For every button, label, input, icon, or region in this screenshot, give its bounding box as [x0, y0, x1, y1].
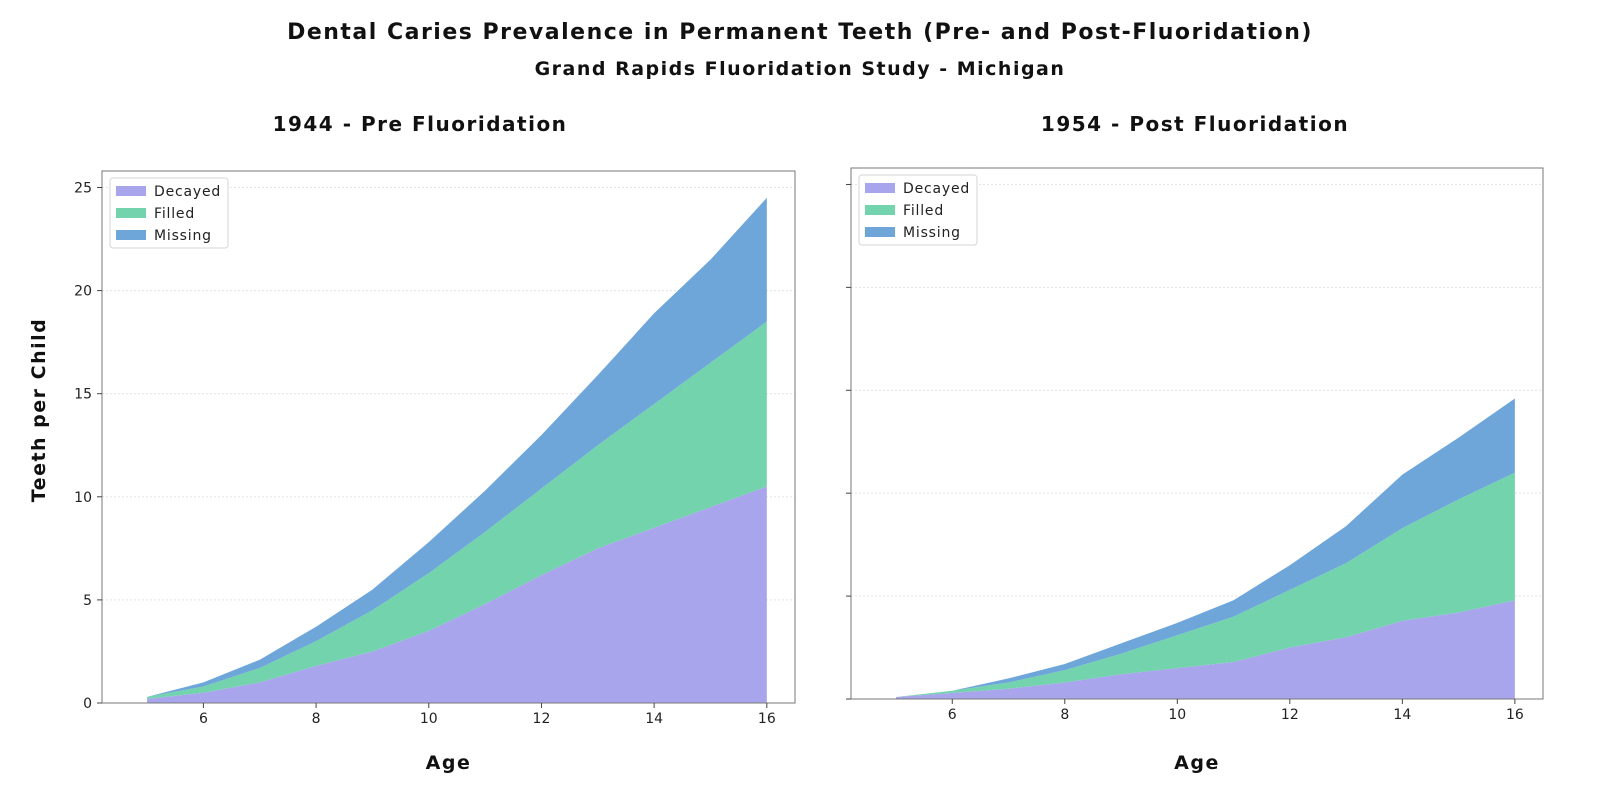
y-tick-label: 15	[74, 387, 92, 403]
y-tick-label: 5	[83, 593, 92, 609]
legend-swatch-filled	[116, 208, 146, 218]
y-tick-label: 25	[74, 180, 92, 196]
panel-title-post: 1954 - Post Fluoridation	[1040, 112, 1350, 136]
legend-swatch-decayed	[865, 183, 895, 193]
area-decayed	[896, 600, 1515, 699]
legend-label-filled: Filled	[903, 203, 944, 219]
legend-label-decayed: Decayed	[903, 181, 970, 197]
x-tick-label: 6	[199, 711, 208, 727]
x-tick-label: 12	[1281, 707, 1299, 723]
x-axis-label: Age	[426, 752, 472, 774]
legend-swatch-missing	[865, 227, 895, 237]
x-tick-label: 14	[1393, 707, 1411, 723]
x-tick-label: 12	[533, 711, 551, 727]
legend-label-filled: Filled	[154, 206, 195, 222]
x-tick-label: 16	[758, 711, 776, 727]
area-decayed	[147, 486, 767, 703]
x-tick-label: 14	[645, 711, 663, 727]
chart-title: Dental Caries Prevalence in Permanent Te…	[287, 20, 1313, 45]
legend-swatch-decayed	[116, 186, 146, 196]
x-tick-label: 8	[1060, 707, 1069, 723]
legend-label-decayed: Decayed	[154, 184, 221, 200]
panel-post-fluoridation: 6 8 10 12 14 16 Age Decayed Filled Missing	[846, 167, 1544, 774]
plot-frame	[850, 167, 1544, 700]
legend-swatch-missing	[116, 230, 146, 240]
chart-subtitle: Grand Rapids Fluoridation Study - Michig…	[534, 58, 1066, 80]
panel-title-pre: 1944 - Pre Fluoridation	[272, 112, 568, 136]
x-axis-label: Age	[1174, 752, 1220, 774]
legend-label-missing: Missing	[903, 225, 961, 241]
x-tick-label: 8	[312, 711, 321, 727]
y-tick-label: 20	[74, 284, 92, 300]
x-tick-label: 10	[420, 711, 438, 727]
legend-swatch-filled	[865, 205, 895, 215]
panel-pre-fluoridation: 6 8 10 12 14 16 0 5 10 15 20 25 Age Decayed Filled Miss…	[74, 170, 796, 774]
plot-frame	[101, 170, 796, 704]
x-tick-label: 10	[1168, 707, 1186, 723]
legend-label-missing: Missing	[154, 228, 212, 244]
y-tick-label: 10	[74, 490, 92, 506]
y-tick-label: 0	[83, 696, 92, 712]
x-tick-label: 16	[1506, 707, 1524, 723]
area-filled	[147, 321, 767, 699]
y-axis-label: Teeth per Child	[28, 318, 50, 503]
area-filled	[896, 472, 1515, 697]
x-tick-label: 6	[948, 707, 957, 723]
